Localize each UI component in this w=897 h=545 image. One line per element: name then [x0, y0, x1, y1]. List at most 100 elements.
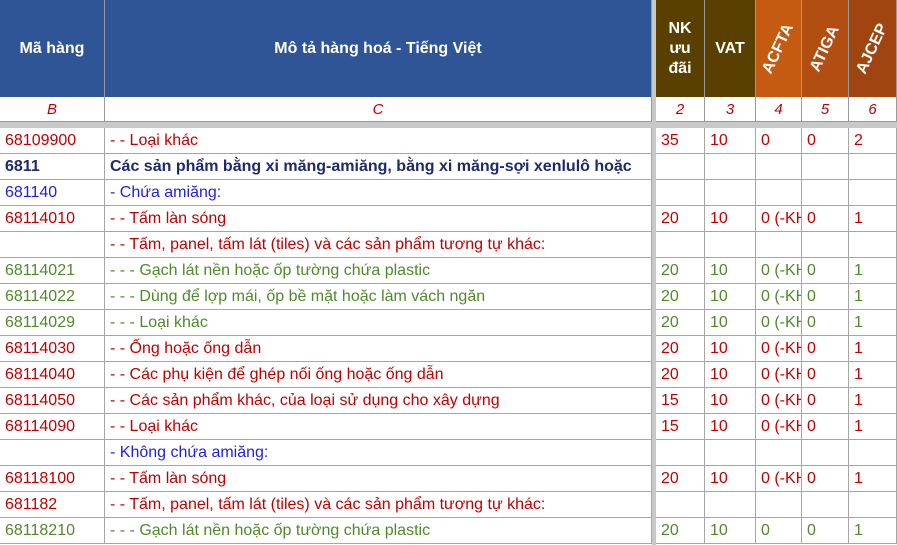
cell-desc[interactable]: - Không chứa amiăng:	[105, 440, 652, 466]
cell-acfta[interactable]: 0 (-KH	[756, 362, 802, 388]
cell-nk[interactable]	[656, 180, 705, 206]
cell-code[interactable]: 681140	[0, 180, 105, 206]
cell-ajcep[interactable]: 1	[849, 388, 897, 414]
cell-vat[interactable]: 10	[705, 206, 756, 232]
cell-nk[interactable]	[656, 154, 705, 180]
cell-code[interactable]: 68114022	[0, 284, 105, 310]
cell-nk[interactable]: 20	[656, 284, 705, 310]
cell-code[interactable]: 6811	[0, 154, 105, 180]
cell-nk[interactable]: 20	[656, 310, 705, 336]
cell-atiga[interactable]	[802, 154, 849, 180]
cell-code[interactable]: 68118210	[0, 518, 105, 544]
cell-code[interactable]: 68114040	[0, 362, 105, 388]
cell-vat[interactable]: 10	[705, 310, 756, 336]
cell-acfta[interactable]: 0 (-KH	[756, 258, 802, 284]
header-ajcep[interactable]: AJCEP	[849, 0, 897, 97]
cell-atiga[interactable]: 0	[802, 284, 849, 310]
cell-desc[interactable]: - - Loại khác	[105, 128, 652, 154]
cell-code[interactable]: 68114050	[0, 388, 105, 414]
header-description[interactable]: Mô tả hàng hoá - Tiếng Việt	[105, 0, 652, 97]
header-vat[interactable]: VAT	[705, 0, 756, 97]
cell-nk[interactable]: 20	[656, 206, 705, 232]
cell-ajcep[interactable]: 1	[849, 518, 897, 544]
cell-desc[interactable]: - - - Loại khác	[105, 310, 652, 336]
cell-atiga[interactable]	[802, 180, 849, 206]
cell-ajcep[interactable]	[849, 154, 897, 180]
cell-acfta[interactable]: 0 (-KH	[756, 466, 802, 492]
cell-vat[interactable]	[705, 440, 756, 466]
cell-vat[interactable]: 10	[705, 128, 756, 154]
cell-nk[interactable]: 20	[656, 466, 705, 492]
cell-desc[interactable]: - - Các sản phẩm khác, của loại sử dụng …	[105, 388, 652, 414]
cell-desc[interactable]: - - Loại khác	[105, 414, 652, 440]
cell-nk[interactable]: 15	[656, 414, 705, 440]
cell-vat[interactable]	[705, 232, 756, 258]
cell-atiga[interactable]: 0	[802, 128, 849, 154]
cell-atiga[interactable]: 0	[802, 258, 849, 284]
cell-ajcep[interactable]: 2	[849, 128, 897, 154]
cell-acfta[interactable]	[756, 440, 802, 466]
cell-nk[interactable]	[656, 440, 705, 466]
cell-ajcep[interactable]	[849, 492, 897, 518]
cell-nk[interactable]	[656, 232, 705, 258]
cell-nk[interactable]: 35	[656, 128, 705, 154]
cell-code[interactable]: 68114090	[0, 414, 105, 440]
cell-desc[interactable]: - - Tấm làn sóng	[105, 206, 652, 232]
cell-code[interactable]	[0, 232, 105, 258]
cell-atiga[interactable]	[802, 440, 849, 466]
header-ma-hang[interactable]: Mã hàng	[0, 0, 105, 97]
cell-atiga[interactable]: 0	[802, 414, 849, 440]
cell-vat[interactable]: 10	[705, 336, 756, 362]
cell-vat[interactable]: 10	[705, 388, 756, 414]
cell-ajcep[interactable]: 1	[849, 336, 897, 362]
cell-desc[interactable]: - - - Dùng để lợp mái, ốp bề mặt hoặc là…	[105, 284, 652, 310]
cell-ajcep[interactable]	[849, 180, 897, 206]
cell-ajcep[interactable]: 1	[849, 414, 897, 440]
cell-ajcep[interactable]: 1	[849, 206, 897, 232]
cell-desc[interactable]: - - Tấm, panel, tấm lát (tiles) và các s…	[105, 492, 652, 518]
cell-desc[interactable]: - - Các phụ kiện để ghép nối ống hoặc ốn…	[105, 362, 652, 388]
cell-atiga[interactable]: 0	[802, 206, 849, 232]
cell-nk[interactable]	[656, 492, 705, 518]
cell-acfta[interactable]: 0 (-KH	[756, 414, 802, 440]
cell-code[interactable]: 68114029	[0, 310, 105, 336]
cell-atiga[interactable]: 0	[802, 388, 849, 414]
cell-vat[interactable]	[705, 154, 756, 180]
cell-atiga[interactable]	[802, 232, 849, 258]
cell-ajcep[interactable]	[849, 232, 897, 258]
header-nk[interactable]: NK ưu đãi	[656, 0, 705, 97]
cell-acfta[interactable]	[756, 492, 802, 518]
cell-nk[interactable]: 15	[656, 388, 705, 414]
cell-acfta[interactable]	[756, 180, 802, 206]
cell-acfta[interactable]: 0 (-KH	[756, 310, 802, 336]
cell-desc[interactable]: - - Tấm làn sóng	[105, 466, 652, 492]
cell-nk[interactable]: 20	[656, 258, 705, 284]
cell-code[interactable]: 681182	[0, 492, 105, 518]
cell-vat[interactable]: 10	[705, 414, 756, 440]
cell-vat[interactable]	[705, 492, 756, 518]
cell-atiga[interactable]: 0	[802, 310, 849, 336]
cell-nk[interactable]: 20	[656, 518, 705, 544]
cell-desc[interactable]: - - - Gạch lát nền hoặc ốp tường chứa pl…	[105, 258, 652, 284]
cell-ajcep[interactable]: 1	[849, 466, 897, 492]
cell-acfta[interactable]	[756, 154, 802, 180]
cell-code[interactable]	[0, 440, 105, 466]
cell-vat[interactable]: 10	[705, 284, 756, 310]
cell-acfta[interactable]: 0	[756, 518, 802, 544]
cell-atiga[interactable]: 0	[802, 518, 849, 544]
cell-ajcep[interactable]	[849, 440, 897, 466]
cell-acfta[interactable]: 0 (-KH	[756, 388, 802, 414]
cell-acfta[interactable]: 0	[756, 128, 802, 154]
cell-ajcep[interactable]: 1	[849, 310, 897, 336]
cell-code[interactable]: 68114010	[0, 206, 105, 232]
cell-nk[interactable]: 20	[656, 336, 705, 362]
cell-desc[interactable]: - Chứa amiăng:	[105, 180, 652, 206]
cell-vat[interactable]: 10	[705, 466, 756, 492]
cell-desc[interactable]: - - - Gạch lát nền hoặc ốp tường chứa pl…	[105, 518, 652, 544]
cell-vat[interactable]: 10	[705, 362, 756, 388]
cell-vat[interactable]: 10	[705, 518, 756, 544]
cell-atiga[interactable]	[802, 492, 849, 518]
cell-desc[interactable]: - - Ống hoặc ống dẫn	[105, 336, 652, 362]
cell-acfta[interactable]: 0 (-KH	[756, 336, 802, 362]
header-acfta[interactable]: ACFTA	[756, 0, 802, 97]
